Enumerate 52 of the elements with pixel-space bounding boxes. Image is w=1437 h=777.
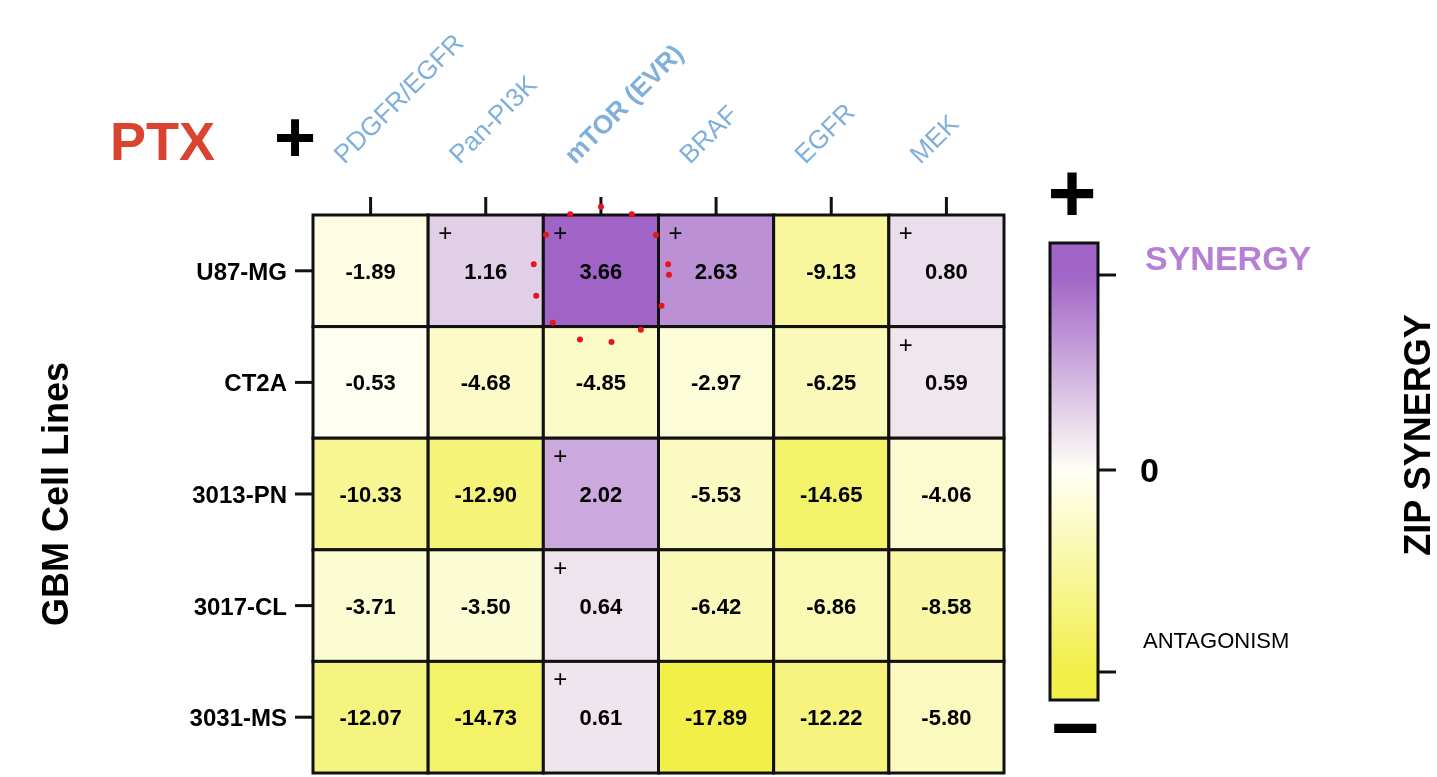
data-label: -10.33 bbox=[339, 482, 402, 507]
annotation: + bbox=[553, 665, 568, 693]
y-axis-title: GBM Cell Lines bbox=[35, 361, 76, 627]
data-label: -5.80 bbox=[921, 705, 972, 731]
data-label: -6.25 bbox=[806, 370, 857, 396]
data-label: 2.63 bbox=[694, 258, 738, 284]
y-tick-label: U87-MG bbox=[196, 257, 287, 285]
data-label: -6.42 bbox=[691, 593, 742, 619]
data-label: -5.53 bbox=[691, 482, 742, 507]
annotation: + bbox=[438, 219, 453, 246]
data-label: -4.68 bbox=[460, 370, 511, 396]
annotation: + bbox=[898, 219, 913, 246]
y-tick-label: CT2A bbox=[224, 369, 287, 397]
data-label: -0.53 bbox=[345, 370, 396, 396]
data-label: 0.64 bbox=[579, 593, 624, 619]
data-label: -17.89 bbox=[684, 705, 748, 731]
annotation: + bbox=[898, 330, 913, 358]
data-label: -1.89 bbox=[345, 258, 396, 284]
data-label: -12.07 bbox=[339, 705, 402, 731]
data-label: -6.86 bbox=[806, 593, 857, 619]
annotation: + bbox=[553, 219, 568, 246]
text: + bbox=[1047, 146, 1097, 240]
annotation: + bbox=[553, 553, 568, 581]
annotation: + bbox=[668, 219, 683, 246]
data-label: -14.65 bbox=[800, 482, 863, 507]
data-label: 0.59 bbox=[925, 370, 968, 396]
annotation: + bbox=[553, 442, 568, 470]
data-label: -3.50 bbox=[460, 593, 511, 619]
data-label: -8.58 bbox=[921, 593, 972, 619]
data-label: -9.13 bbox=[806, 258, 857, 284]
y-tick-label: 3031-MS bbox=[189, 704, 287, 732]
data-label: 0.80 bbox=[925, 258, 968, 284]
color-bar-title: ZIP SYNERGY bbox=[1397, 314, 1437, 556]
text: + bbox=[273, 97, 317, 177]
data-label: -4.85 bbox=[575, 370, 626, 396]
data-label: 0.61 bbox=[579, 705, 623, 731]
text: SYNERGY bbox=[1145, 239, 1312, 277]
data-label: -4.06 bbox=[921, 482, 972, 507]
data-label: 3.66 bbox=[579, 258, 623, 284]
text: 0 bbox=[1140, 451, 1159, 489]
text: ANTAGONISM bbox=[1143, 628, 1290, 653]
data-label: -12.90 bbox=[454, 482, 517, 507]
data-label: -2.97 bbox=[691, 370, 742, 396]
data-label: -3.71 bbox=[345, 593, 396, 619]
data-label: 2.02 bbox=[579, 482, 623, 507]
data-label: -12.22 bbox=[800, 705, 863, 731]
y-tick-label: 3017-CL bbox=[193, 592, 287, 620]
chart-title: PTX bbox=[110, 111, 216, 171]
data-label: 1.16 bbox=[464, 258, 508, 284]
data-label: -14.73 bbox=[454, 705, 517, 731]
text: − bbox=[1050, 680, 1100, 774]
y-tick-label: 3013-PN bbox=[192, 481, 287, 508]
